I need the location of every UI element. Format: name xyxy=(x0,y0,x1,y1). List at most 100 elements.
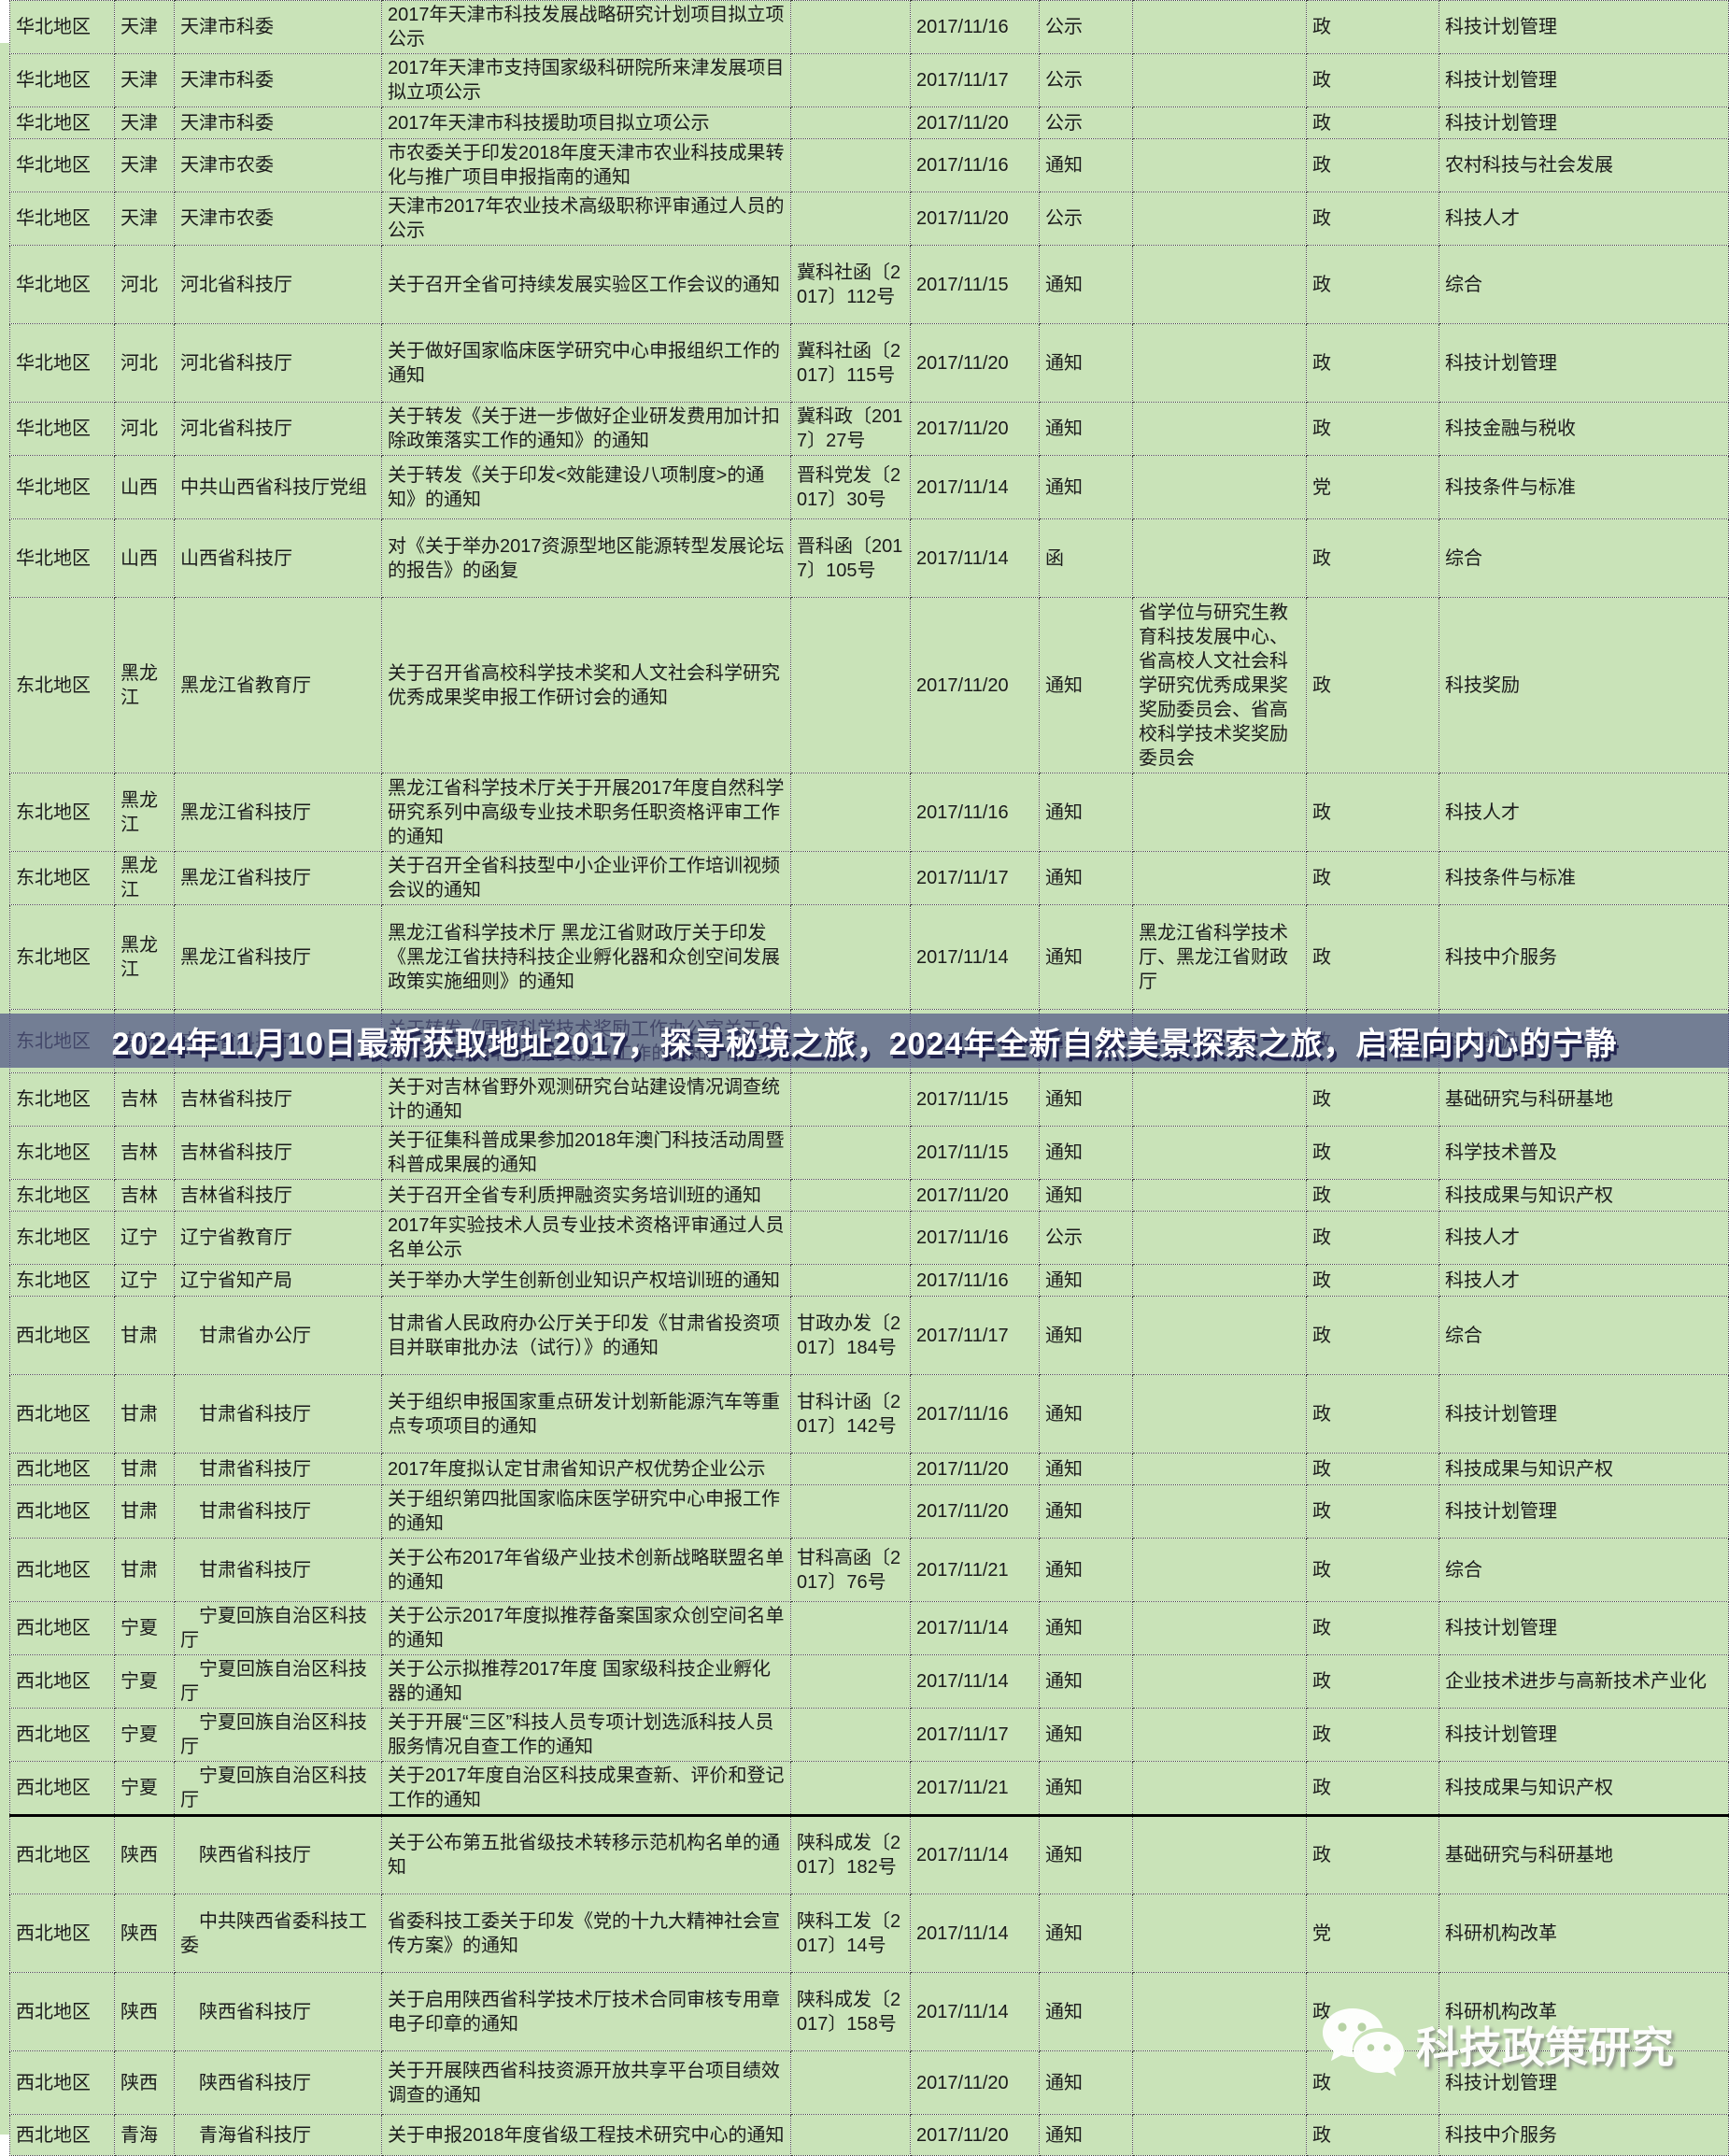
cell-department[interactable]: 天津市科委 xyxy=(174,53,382,107)
cell-category[interactable]: 科技金融与税收 xyxy=(1438,402,1729,456)
cell-doc_no[interactable] xyxy=(790,597,911,773)
cell-title[interactable]: 关于组织第四批国家临床医学研究中心申报工作的通知 xyxy=(381,1484,791,1539)
cell-date[interactable]: 2017/11/14 xyxy=(910,518,1040,598)
cell-issuer[interactable] xyxy=(1132,518,1307,598)
cell-department[interactable]: 河北省科技厅 xyxy=(174,245,382,324)
cell-doc_no[interactable] xyxy=(790,1601,911,1655)
cell-region[interactable]: 华北地区 xyxy=(9,402,115,456)
cell-doc_no[interactable]: 甘科高函〔2017〕76号 xyxy=(790,1538,911,1602)
cell-doc_no[interactable] xyxy=(790,1264,911,1297)
cell-department[interactable]: 甘肃省科技厅 xyxy=(174,1374,382,1454)
cell-region[interactable]: 华北地区 xyxy=(9,191,115,246)
cell-region[interactable]: 西北地区 xyxy=(9,1814,115,1894)
cell-doc_type[interactable]: 通知 xyxy=(1039,138,1133,192)
cell-department[interactable]: 吉林省科技厅 xyxy=(174,1179,382,1212)
cell-region[interactable]: 西北地区 xyxy=(9,1894,115,1973)
cell-province[interactable]: 青海 xyxy=(114,2114,175,2156)
cell-category[interactable]: 科技条件与标准 xyxy=(1438,851,1729,905)
cell-province[interactable]: 黑龙江 xyxy=(114,904,175,1010)
cell-issuer[interactable] xyxy=(1132,1761,1307,1816)
cell-province[interactable]: 宁夏 xyxy=(114,1761,175,1816)
cell-region[interactable]: 西北地区 xyxy=(9,1453,115,1485)
cell-title[interactable]: 关于举办大学生创新创业知识产权培训班的通知 xyxy=(381,1264,791,1297)
cell-category[interactable]: 科技计划管理 xyxy=(1438,1484,1729,1539)
cell-doc_no[interactable]: 陕科成发〔2017〕182号 xyxy=(790,1814,911,1894)
cell-date[interactable]: 2017/11/14 xyxy=(910,1894,1040,1973)
cell-issuer[interactable] xyxy=(1132,1453,1307,1485)
cell-issuer[interactable] xyxy=(1132,851,1307,905)
cell-category[interactable]: 科技计划管理 xyxy=(1438,2050,1729,2115)
cell-province[interactable]: 辽宁 xyxy=(114,1264,175,1297)
cell-department[interactable]: 陕西省科技厅 xyxy=(174,2050,382,2115)
cell-date[interactable]: 2017/11/14 xyxy=(910,1814,1040,1894)
cell-doc_no[interactable]: 陕科工发〔2017〕14号 xyxy=(790,1894,911,1973)
cell-province[interactable]: 吉林 xyxy=(114,1179,175,1212)
cell-category[interactable]: 科技成果与知识产权 xyxy=(1438,1179,1729,1212)
cell-party[interactable]: 政 xyxy=(1306,1814,1439,1894)
cell-doc_no[interactable] xyxy=(790,191,911,246)
cell-category[interactable]: 农村科技与社会发展 xyxy=(1438,138,1729,192)
cell-region[interactable]: 华北地区 xyxy=(9,106,115,139)
cell-title[interactable]: 关于征集科普成果参加2018年澳门科技活动周暨科普成果展的通知 xyxy=(381,1126,791,1180)
cell-doc_no[interactable] xyxy=(790,1761,911,1816)
cell-province[interactable]: 甘肃 xyxy=(114,1374,175,1454)
cell-doc_type[interactable]: 通知 xyxy=(1039,1708,1133,1762)
cell-party[interactable]: 政 xyxy=(1306,1072,1439,1127)
cell-category[interactable]: 科技条件与标准 xyxy=(1438,455,1729,519)
cell-department[interactable]: 天津市科委 xyxy=(174,0,382,54)
cell-category[interactable]: 综合 xyxy=(1438,518,1729,598)
cell-category[interactable]: 科技计划管理 xyxy=(1438,106,1729,139)
cell-party[interactable]: 党 xyxy=(1306,455,1439,519)
cell-title[interactable]: 关于开展“三区”科技人员专项计划选派科技人员服务情况自查工作的通知 xyxy=(381,1708,791,1762)
cell-doc_type[interactable]: 通知 xyxy=(1039,1814,1133,1894)
cell-party[interactable]: 政 xyxy=(1306,773,1439,852)
cell-category[interactable]: 科技人才 xyxy=(1438,1211,1729,1265)
cell-doc_type[interactable]: 通知 xyxy=(1039,1761,1133,1816)
cell-doc_type[interactable]: 公示 xyxy=(1039,1211,1133,1265)
cell-doc_type[interactable]: 通知 xyxy=(1039,1538,1133,1602)
cell-category[interactable]: 科学技术普及 xyxy=(1438,1126,1729,1180)
cell-doc_type[interactable]: 通知 xyxy=(1039,1179,1133,1212)
cell-region[interactable]: 华北地区 xyxy=(9,53,115,107)
cell-issuer[interactable] xyxy=(1132,245,1307,324)
cell-doc_type[interactable]: 通知 xyxy=(1039,1126,1133,1180)
cell-region[interactable]: 华北地区 xyxy=(9,245,115,324)
cell-province[interactable]: 天津 xyxy=(114,191,175,246)
cell-department[interactable]: 天津市农委 xyxy=(174,138,382,192)
cell-title[interactable]: 关于做好国家临床医学研究中心申报组织工作的通知 xyxy=(381,323,791,403)
cell-region[interactable]: 西北地区 xyxy=(9,1654,115,1709)
cell-department[interactable]: 黑龙江省教育厅 xyxy=(174,597,382,773)
cell-category[interactable]: 科技计划管理 xyxy=(1438,0,1729,54)
cell-title[interactable]: 关于转发《关于进一步做好企业研发费用加计扣除政策落实工作的通知》的通知 xyxy=(381,402,791,456)
cell-party[interactable]: 政 xyxy=(1306,1654,1439,1709)
cell-issuer[interactable] xyxy=(1132,1484,1307,1539)
cell-date[interactable]: 2017/11/14 xyxy=(910,1654,1040,1709)
cell-department[interactable]: 吉林省科技厅 xyxy=(174,1072,382,1127)
cell-category[interactable]: 科技成果与知识产权 xyxy=(1438,1761,1729,1816)
cell-department[interactable]: 山西省科技厅 xyxy=(174,518,382,598)
cell-party[interactable]: 政 xyxy=(1306,1484,1439,1539)
cell-department[interactable]: 中共陕西省委科技工委 xyxy=(174,1894,382,1973)
cell-province[interactable]: 河北 xyxy=(114,323,175,403)
cell-party[interactable]: 政 xyxy=(1306,1264,1439,1297)
cell-party[interactable]: 政 xyxy=(1306,851,1439,905)
cell-issuer[interactable] xyxy=(1132,191,1307,246)
cell-party[interactable]: 政 xyxy=(1306,1374,1439,1454)
cell-issuer[interactable] xyxy=(1132,1072,1307,1127)
cell-doc_no[interactable] xyxy=(790,0,911,54)
cell-issuer[interactable] xyxy=(1132,2050,1307,2115)
cell-title[interactable]: 关于对吉林省野外观测研究台站建设情况调查统计的通知 xyxy=(381,1072,791,1127)
cell-title[interactable]: 省委科技工委关于印发《党的十九大精神社会宣传方案》的通知 xyxy=(381,1894,791,1973)
cell-category[interactable]: 科技计划管理 xyxy=(1438,1601,1729,1655)
cell-category[interactable]: 科技中介服务 xyxy=(1438,2114,1729,2156)
cell-region[interactable]: 东北地区 xyxy=(9,597,115,773)
cell-region[interactable]: 西北地区 xyxy=(9,1374,115,1454)
cell-province[interactable]: 天津 xyxy=(114,138,175,192)
cell-category[interactable]: 科技计划管理 xyxy=(1438,53,1729,107)
cell-issuer[interactable] xyxy=(1132,0,1307,54)
cell-date[interactable]: 2017/11/20 xyxy=(910,323,1040,403)
cell-party[interactable]: 政 xyxy=(1306,402,1439,456)
cell-region[interactable]: 西北地区 xyxy=(9,1972,115,2051)
cell-doc_type[interactable]: 公示 xyxy=(1039,191,1133,246)
cell-doc_type[interactable]: 通知 xyxy=(1039,904,1133,1010)
